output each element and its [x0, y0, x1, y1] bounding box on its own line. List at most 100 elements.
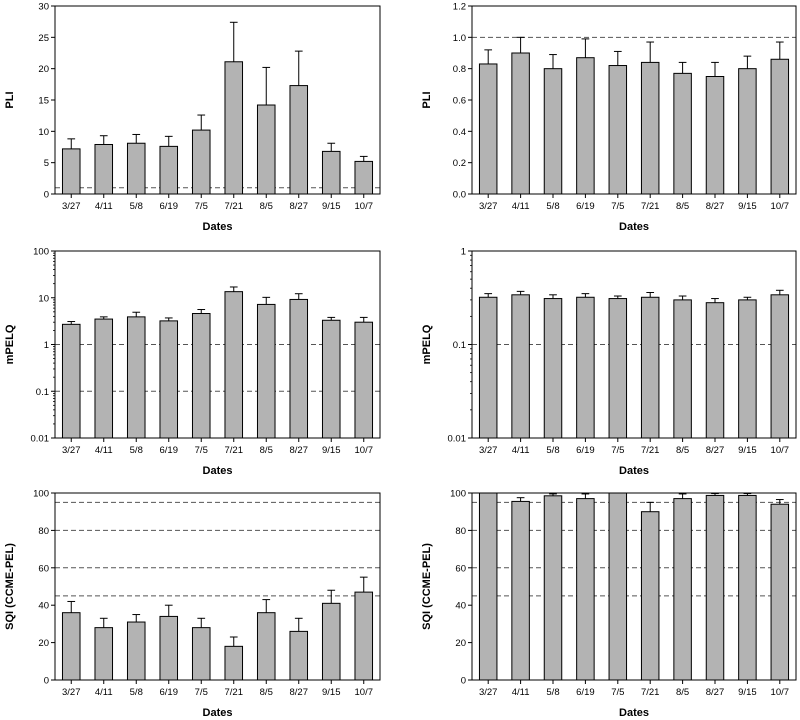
x-tick-label-5/8: 5/8 [546, 687, 559, 698]
chart-panel-1: 3/27 4/11 5/8 6/19 7/5 7/21 8/5 8/27 9/15 10/7 0 5 1… [4, 2, 381, 233]
x-axis-title: Dates [619, 221, 649, 233]
bar-8/5 [256, 612, 276, 681]
x-tick-label-7/21: 7/21 [225, 445, 244, 456]
x-tick-label-9/15: 9/15 [322, 201, 341, 212]
x-tick-label-8/27: 8/27 [706, 445, 725, 456]
x-tick-label-10/7: 10/7 [771, 687, 790, 698]
y-tick-label-0: 0 [44, 190, 49, 201]
x-tick-label-8/27: 8/27 [290, 687, 309, 698]
x-tick-label-9/15: 9/15 [738, 201, 757, 212]
bar-8/5 [673, 299, 692, 439]
bar-8/27 [289, 85, 309, 195]
x-axis-title: Dates [619, 707, 649, 719]
x-tick-label-9/15: 9/15 [322, 687, 341, 698]
y-tick-label-1: 20 [38, 638, 49, 649]
y-tick-label-6: 1.2 [453, 2, 466, 13]
y-axis-title: SQI (CCME-PEL) [421, 543, 433, 630]
x-tick-label-7/5: 7/5 [611, 201, 624, 212]
x-tick-label-8/27: 8/27 [290, 201, 309, 212]
y-tick-label-2: 1 [461, 247, 466, 258]
bar-8/27 [289, 298, 309, 439]
x-tick-label-5/8: 5/8 [546, 201, 559, 212]
plot-frame [471, 492, 797, 681]
bar-7/5 [191, 129, 211, 195]
bar-10/7 [770, 294, 790, 439]
bar-10/7 [770, 58, 790, 195]
x-tick-label-3/27: 3/27 [62, 201, 81, 212]
y-tick-label-2: 10 [38, 127, 49, 138]
bar-9/15 [738, 68, 757, 195]
x-tick-label-7/5: 7/5 [195, 201, 208, 212]
y-tick-label-4: 20 [38, 64, 49, 75]
x-tick-label-8/5: 8/5 [676, 687, 689, 698]
bar-8/27 [705, 494, 725, 681]
bar-6/19 [576, 498, 595, 681]
bar-8/5 [256, 104, 276, 195]
bar-7/5 [608, 492, 628, 681]
x-tick-label-7/21: 7/21 [641, 201, 660, 212]
bar-3/27 [61, 148, 81, 195]
x-tick-label-6/19: 6/19 [576, 201, 595, 212]
y-tick-label-0: 0 [44, 676, 49, 687]
y-tick-label-2: 40 [455, 601, 466, 612]
x-axis-title: Dates [203, 707, 233, 719]
bar-9/15 [321, 319, 341, 439]
x-tick-label-8/5: 8/5 [676, 445, 689, 456]
y-tick-label-4: 80 [455, 526, 466, 537]
bar-5/8 [126, 142, 146, 195]
x-tick-label-7/5: 7/5 [195, 445, 208, 456]
x-tick-label-7/5: 7/5 [195, 687, 208, 698]
y-tick-label-0: 0.0 [453, 190, 466, 201]
x-tick-label-6/19: 6/19 [576, 687, 595, 698]
x-tick-label-8/5: 8/5 [260, 445, 273, 456]
bar-6/19 [159, 145, 179, 195]
x-axis-title: Dates [203, 221, 233, 233]
bar-7/21 [224, 291, 244, 439]
y-tick-label-4: 80 [38, 526, 49, 537]
y-tick-label-4: 0.8 [453, 64, 466, 75]
y-tick-label-3: 60 [455, 563, 466, 574]
x-tick-label-4/11: 4/11 [512, 687, 530, 698]
x-tick-label-5/8: 5/8 [546, 445, 559, 456]
chart-panel-4: 3/27 4/11 5/8 6/19 7/5 7/21 8/5 8/27 9/15 10/7 0.0… [421, 247, 797, 477]
bar-7/21 [224, 61, 244, 195]
y-tick-label-2: 1 [44, 340, 49, 351]
y-tick-label-5: 100 [33, 489, 49, 500]
y-tick-label-0: 0 [461, 676, 466, 687]
x-tick-label-4/11: 4/11 [512, 201, 530, 212]
y-tick-label-4: 100 [33, 247, 49, 258]
x-tick-label-8/5: 8/5 [260, 201, 273, 212]
bar-3/27 [478, 296, 498, 439]
x-tick-label-7/21: 7/21 [225, 687, 244, 698]
y-tick-label-5: 100 [450, 489, 466, 500]
bar-5/8 [126, 316, 146, 439]
bar-8/27 [289, 630, 309, 681]
bar-9/15 [738, 494, 757, 681]
y-tick-label-0: 0.01 [31, 434, 50, 445]
y-axis-title: mPELQ [4, 324, 16, 364]
x-tick-label-10/7: 10/7 [771, 201, 790, 212]
x-tick-label-5/8: 5/8 [130, 687, 143, 698]
bar-3/27 [478, 492, 498, 681]
x-tick-label-5/8: 5/8 [130, 201, 143, 212]
x-tick-label-9/15: 9/15 [738, 687, 757, 698]
x-tick-label-9/15: 9/15 [738, 445, 757, 456]
y-tick-label-3: 0.6 [453, 96, 466, 107]
y-tick-label-5: 25 [38, 33, 49, 44]
bar-10/7 [770, 503, 790, 681]
x-tick-label-8/27: 8/27 [706, 201, 725, 212]
bar-10/7 [354, 591, 374, 681]
x-tick-label-8/27: 8/27 [706, 687, 725, 698]
x-tick-label-3/27: 3/27 [62, 445, 81, 456]
bar-4/11 [511, 52, 530, 195]
bar-3/27 [478, 63, 498, 195]
bar-6/19 [576, 57, 595, 195]
bar-7/5 [191, 627, 211, 681]
x-tick-label-5/8: 5/8 [130, 445, 143, 456]
bar-5/8 [126, 621, 146, 681]
x-tick-label-3/27: 3/27 [479, 445, 498, 456]
x-tick-label-6/19: 6/19 [160, 201, 179, 212]
y-axis-title: PLI [421, 91, 433, 108]
x-tick-label-6/19: 6/19 [160, 687, 179, 698]
